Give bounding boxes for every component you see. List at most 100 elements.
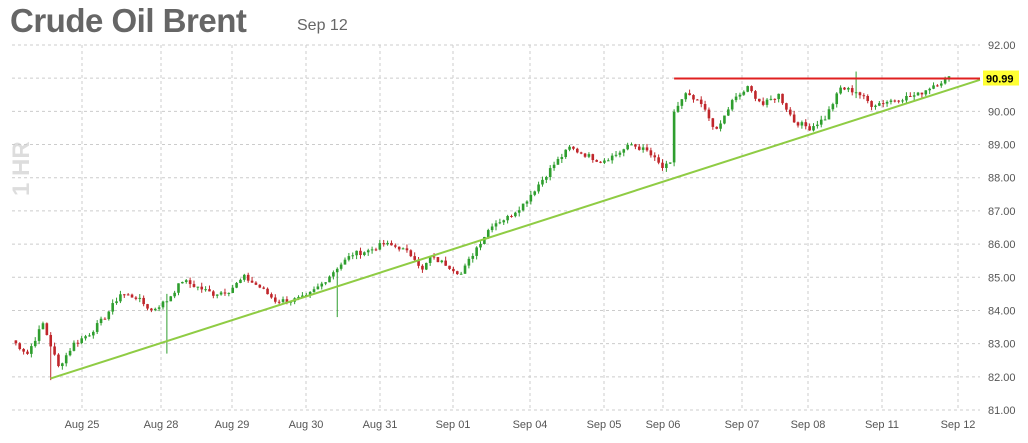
candle-body — [676, 105, 680, 112]
candle-body — [548, 168, 552, 178]
candle-body — [14, 340, 18, 344]
candle-body — [614, 154, 618, 156]
candle-body — [889, 100, 893, 102]
candle-body — [335, 268, 339, 273]
candle-body — [200, 286, 204, 290]
candle-body — [277, 301, 281, 303]
candle-body — [231, 287, 235, 293]
candle-body — [53, 346, 56, 355]
candle-body — [448, 265, 451, 269]
candle-body — [862, 95, 866, 97]
last-value-label: 90.99 — [983, 70, 1019, 86]
candle-body — [339, 264, 343, 269]
candle-body — [788, 109, 792, 115]
candle-body — [343, 259, 347, 265]
candle-body — [618, 152, 622, 155]
candle-body — [61, 363, 64, 367]
candle-body — [916, 92, 920, 96]
candle-body — [699, 99, 703, 105]
x-tick-label: Sep 12 — [941, 419, 976, 431]
candle-body — [88, 335, 91, 337]
candle-body — [672, 111, 676, 163]
y-tick-label: 85.00 — [988, 272, 1016, 284]
candle-body — [239, 279, 242, 283]
candle-body — [785, 103, 788, 110]
candle-body — [781, 93, 784, 104]
candle-body — [76, 342, 80, 344]
candle-body — [835, 93, 839, 105]
candle-body — [506, 216, 509, 221]
candle-body — [591, 154, 595, 161]
candle-body — [49, 334, 53, 347]
candle-body — [936, 85, 939, 87]
candle-body — [583, 153, 587, 157]
candle-body — [126, 294, 130, 296]
candle-body — [455, 271, 459, 275]
candle-body — [394, 245, 397, 247]
y-tick-label: 84.00 — [988, 305, 1016, 317]
candle-body — [425, 262, 428, 270]
candle-body — [95, 323, 99, 332]
candle-body — [943, 78, 947, 84]
candle-body — [320, 283, 324, 287]
candle-body — [746, 86, 749, 92]
candle-body — [243, 274, 246, 280]
candle-body — [115, 301, 118, 304]
candle-body — [665, 163, 668, 168]
x-tick-label: Aug 25 — [65, 419, 100, 431]
candle-body — [370, 249, 374, 251]
candle-body — [517, 210, 521, 213]
candle-body — [68, 350, 72, 356]
candle-body — [858, 92, 862, 96]
candle-body — [157, 307, 161, 309]
candle-body — [727, 109, 730, 116]
candle-body — [363, 252, 366, 256]
candle-body — [486, 230, 490, 237]
x-tick-label: Aug 30 — [289, 419, 324, 431]
candle-body — [312, 289, 316, 292]
candle-body — [382, 243, 386, 245]
x-tick-label: Sep 06 — [646, 419, 681, 431]
candle-body — [572, 146, 575, 149]
last-value-text: 90.99 — [986, 74, 1014, 86]
candle-body — [374, 249, 378, 251]
candle-body — [912, 95, 916, 97]
y-tick-label: 81.00 — [988, 405, 1016, 417]
candle-body — [192, 284, 196, 287]
candle-body — [502, 220, 506, 223]
candle-body — [250, 280, 254, 283]
candle-body — [401, 248, 405, 250]
candle-body — [761, 101, 765, 105]
candle-body — [494, 223, 498, 227]
candle-body — [831, 104, 835, 110]
candle-body — [72, 342, 76, 351]
candle-body — [734, 96, 738, 101]
candle-body — [804, 122, 808, 127]
candle-body — [823, 119, 827, 121]
candle-body — [103, 318, 107, 320]
candle-body — [173, 292, 176, 297]
candle-body — [444, 260, 447, 266]
x-tick-label: Sep 11 — [865, 419, 899, 431]
candle-body — [668, 162, 672, 164]
candle-body — [800, 122, 804, 126]
candle-body — [703, 104, 707, 110]
candle-body — [436, 257, 440, 263]
candle-body — [560, 157, 564, 160]
candle-body — [80, 338, 83, 343]
candle-body — [692, 95, 695, 100]
candle-body — [471, 255, 475, 259]
candle-body — [568, 146, 571, 150]
candle-body — [947, 76, 951, 79]
candle-body — [773, 98, 777, 100]
y-tick-label: 89.00 — [988, 140, 1016, 152]
candle-body — [246, 274, 250, 281]
candle-body — [723, 115, 726, 124]
candle-body — [390, 242, 393, 246]
candle-body — [843, 87, 846, 90]
candle-body — [595, 160, 598, 162]
candle-body — [920, 92, 924, 95]
y-tick-label: 86.00 — [988, 239, 1016, 251]
candle-body — [579, 152, 583, 154]
candle-body — [556, 159, 560, 165]
